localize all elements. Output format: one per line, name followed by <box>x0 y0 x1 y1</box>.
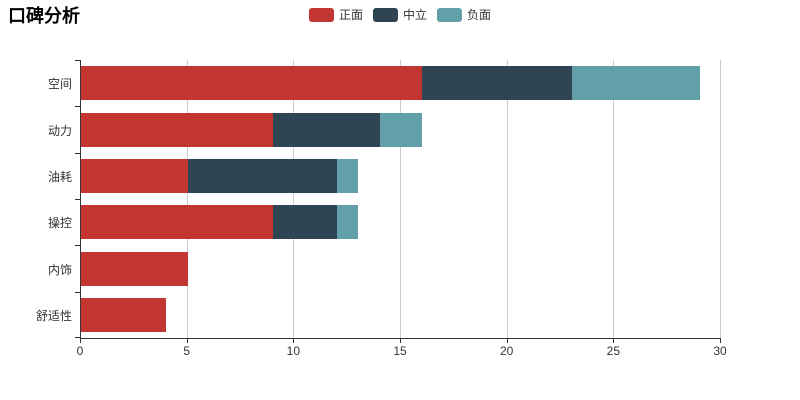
chart-title: 口碑分析 <box>8 6 80 26</box>
y-axis-tick <box>75 106 80 107</box>
bar-segment[interactable] <box>273 205 337 240</box>
legend-swatch <box>308 8 334 22</box>
x-tick-label: 25 <box>606 344 621 358</box>
bar-segment[interactable] <box>81 205 273 240</box>
bar-segment[interactable] <box>81 297 167 332</box>
bar-segment[interactable] <box>81 158 188 193</box>
bar-segment[interactable] <box>379 112 423 147</box>
legend-label: 中立 <box>402 8 428 22</box>
bar-segment[interactable] <box>187 158 337 193</box>
bar-segment[interactable] <box>81 112 273 147</box>
gridline <box>720 60 721 338</box>
x-axis-tick <box>720 338 721 343</box>
x-axis-tick <box>506 338 508 343</box>
x-tick-label: 15 <box>393 344 407 358</box>
y-axis-label: 油耗 <box>47 169 72 184</box>
y-axis-tick <box>75 60 80 61</box>
y-axis-label: 舒适性 <box>35 308 72 323</box>
gridline <box>186 60 188 338</box>
bar-segment[interactable] <box>422 66 572 101</box>
y-axis-tick <box>75 292 80 293</box>
gridline <box>293 60 295 338</box>
legend-swatch <box>372 8 398 22</box>
legend-label: 正面 <box>338 8 363 22</box>
bar-segment[interactable] <box>337 158 359 193</box>
x-axis-tick <box>400 338 401 343</box>
x-tick-label: 10 <box>286 344 301 358</box>
y-axis-labels: 空间动力油耗操控内饰舒适性 <box>0 60 72 338</box>
legend-swatch <box>437 8 463 22</box>
legend-label: 负面 <box>467 8 492 22</box>
x-tick-label: 5 <box>183 344 190 358</box>
bar-segment[interactable] <box>337 205 359 240</box>
x-tick-label: 0 <box>76 344 84 358</box>
y-axis-tick <box>75 199 80 200</box>
y-axis-label: 内饰 <box>47 262 72 277</box>
gridline <box>506 60 508 338</box>
bar-segment[interactable] <box>81 66 423 101</box>
y-axis-label: 动力 <box>47 123 72 138</box>
x-tick-label: 30 <box>713 344 727 358</box>
x-axis-tick <box>293 338 295 343</box>
legend-item[interactable]: 中立 <box>372 8 428 22</box>
y-axis-tick <box>75 337 80 338</box>
legend-item[interactable]: 正面 <box>308 8 363 22</box>
bar-segment[interactable] <box>273 112 380 147</box>
gridline <box>613 60 615 338</box>
y-axis-tick <box>75 245 80 246</box>
y-axis-label: 操控 <box>47 216 72 231</box>
x-axis-tick <box>80 338 81 343</box>
y-axis-label: 空间 <box>47 77 72 92</box>
x-axis-tick <box>613 338 615 343</box>
gridline <box>400 60 401 338</box>
bar-segment[interactable] <box>81 251 188 286</box>
x-axis-labels: 0 5 10 15 20 25 30 <box>76 344 727 360</box>
plot-area <box>75 60 721 343</box>
y-axis-tick <box>75 153 80 154</box>
legend: 正面 中立 负面 <box>308 8 491 22</box>
legend-item[interactable]: 负面 <box>437 8 491 22</box>
bar-segment[interactable] <box>571 66 700 101</box>
x-axis-tick <box>186 338 188 343</box>
x-tick-label: 20 <box>499 344 514 358</box>
